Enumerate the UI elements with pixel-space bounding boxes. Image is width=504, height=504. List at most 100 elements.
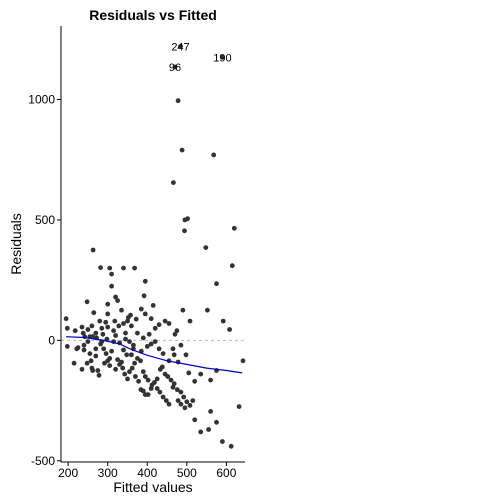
data-point — [121, 321, 126, 326]
plot-area: 247 96 190 — [61, 42, 246, 449]
data-point — [152, 325, 158, 331]
data-point — [174, 328, 180, 334]
data-point — [171, 352, 177, 358]
data-point — [186, 370, 192, 376]
data-point — [79, 366, 85, 372]
data-point — [133, 316, 139, 322]
data-point — [183, 352, 189, 358]
data-point — [120, 365, 126, 371]
data-point — [170, 346, 176, 352]
data-point — [138, 306, 144, 312]
data-point — [123, 336, 128, 342]
y-tick-label: 0 — [48, 333, 55, 347]
data-point — [236, 404, 242, 409]
data-point — [129, 323, 134, 329]
data-point — [208, 409, 214, 414]
x-tick-label: 600 — [216, 466, 236, 480]
smooth-trend-line — [66, 336, 243, 374]
data-point — [240, 358, 246, 364]
data-point — [187, 318, 193, 324]
data-point — [119, 307, 124, 313]
data-point — [105, 324, 111, 330]
data-point — [184, 399, 190, 405]
data-point — [123, 330, 128, 336]
data-point — [156, 346, 162, 352]
data-point — [166, 401, 172, 407]
data-point — [142, 278, 148, 284]
data-point — [159, 364, 165, 370]
data-point — [105, 301, 111, 307]
data-point — [115, 357, 120, 362]
data-point — [144, 344, 150, 349]
data-point — [109, 271, 114, 277]
data-point — [157, 389, 163, 395]
data-point — [64, 344, 70, 349]
data-point — [208, 377, 214, 383]
point-label: 96 — [169, 62, 181, 74]
data-point — [149, 382, 155, 388]
labeled-data-point — [178, 44, 183, 49]
data-point — [148, 341, 154, 347]
chart-title: Residuals vs Fitted — [89, 7, 217, 23]
data-point — [129, 365, 135, 371]
data-point — [64, 325, 70, 331]
data-point — [178, 342, 184, 348]
data-point — [105, 311, 111, 317]
data-point — [162, 318, 168, 324]
data-point — [109, 348, 114, 354]
data-point — [178, 389, 184, 395]
data-point — [107, 363, 113, 368]
data-point — [145, 377, 151, 383]
data-point — [175, 98, 181, 104]
data-point — [93, 353, 99, 359]
x-tick-label: 500 — [177, 466, 197, 480]
data-point — [198, 371, 204, 377]
data-point — [80, 330, 86, 336]
data-point — [172, 331, 178, 337]
data-point — [182, 405, 188, 411]
data-point — [71, 360, 77, 366]
data-point — [156, 322, 162, 328]
data-point — [121, 265, 126, 271]
data-point — [146, 331, 152, 337]
data-point — [91, 310, 97, 316]
data-point — [81, 347, 87, 353]
x-tick-label: 200 — [58, 466, 78, 480]
data-point — [63, 316, 69, 322]
data-point — [148, 386, 154, 391]
data-point — [198, 429, 204, 435]
data-point — [93, 330, 99, 336]
data-point — [90, 247, 96, 253]
data-point — [112, 318, 118, 324]
data-point — [229, 263, 235, 269]
data-point — [138, 387, 144, 393]
data-point — [90, 368, 96, 373]
data-point — [113, 333, 118, 338]
data-point — [97, 318, 103, 324]
data-point — [95, 368, 101, 373]
data-point — [88, 358, 94, 364]
data-point — [179, 147, 185, 153]
data-point — [203, 245, 209, 251]
data-point — [166, 321, 172, 326]
data-point — [103, 351, 109, 356]
data-point — [214, 281, 219, 287]
data-point — [140, 335, 146, 341]
data-point — [96, 372, 102, 378]
data-point — [160, 394, 166, 400]
data-point — [174, 387, 180, 393]
data-point — [127, 339, 132, 344]
data-point — [107, 265, 113, 271]
data-point — [129, 352, 134, 358]
data-point — [227, 327, 233, 332]
axes: 200 300 400 500 600 -500 0 500 1000 — [28, 92, 236, 480]
data-point — [121, 347, 126, 353]
data-point — [101, 346, 107, 352]
data-point — [205, 307, 210, 313]
data-point — [124, 352, 130, 358]
data-point — [81, 342, 87, 348]
data-point — [148, 316, 154, 322]
data-point — [125, 318, 130, 324]
y-tick-label: 500 — [35, 213, 55, 227]
data-point — [87, 351, 93, 356]
